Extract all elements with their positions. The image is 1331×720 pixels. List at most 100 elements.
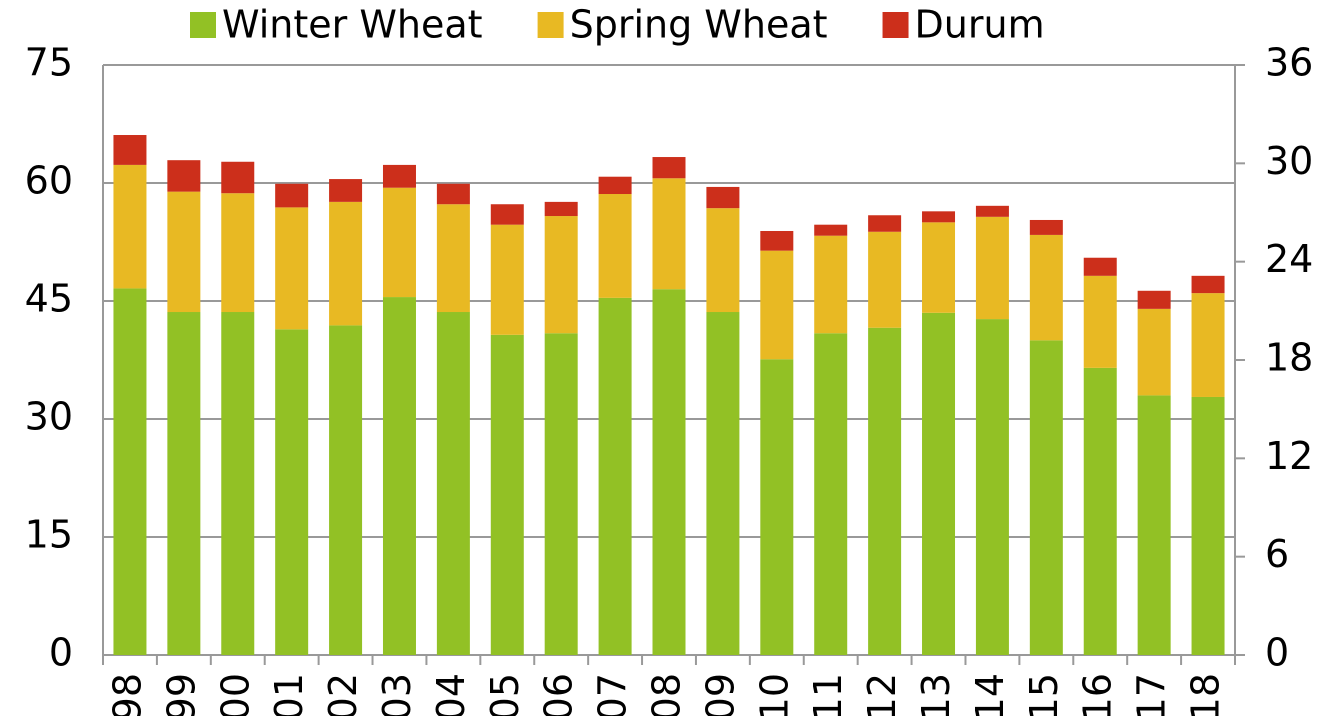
bar-segment: [544, 216, 578, 334]
bar-segment: [1137, 395, 1171, 655]
bar-segment: [1083, 367, 1117, 655]
bar-segment: [598, 297, 632, 655]
y2-tick-label: 0: [1265, 631, 1289, 675]
y2-tick-label: 36: [1265, 41, 1313, 85]
bar-segment: [329, 201, 363, 326]
y-tick-label: 30: [25, 395, 73, 439]
legend-swatch: [882, 12, 909, 38]
bar-segment: [436, 204, 470, 313]
y-tick-label: 0: [49, 631, 73, 675]
legend-label: Winter Wheat: [222, 3, 483, 47]
y2-tick-label: 12: [1265, 434, 1313, 478]
bar-segment: [382, 297, 416, 655]
legend: Winter Wheat Spring Wheat Durum: [190, 3, 1045, 47]
legend-swatch: [190, 12, 216, 38]
bar-segment: [706, 186, 740, 209]
bar-segment: [598, 176, 632, 195]
y-tick-label: 75: [25, 41, 73, 85]
legend-label: Durum: [915, 3, 1045, 47]
bar-segment: [652, 289, 686, 655]
x-tick-label: 00: [213, 673, 257, 716]
bar-segment: [167, 312, 201, 655]
x-tick-label: 06: [537, 673, 581, 716]
bar-segment: [652, 178, 686, 290]
bar-segment: [1029, 234, 1063, 341]
bar-segment: [221, 161, 255, 194]
bar-segment: [598, 194, 632, 298]
bar-segment: [1029, 219, 1063, 235]
bar-segment: [760, 250, 794, 360]
x-tick-label: 99: [159, 673, 203, 716]
y-tick-label: 60: [25, 159, 73, 203]
bar-segment: [275, 329, 309, 655]
y-tick-label: 45: [25, 277, 73, 321]
bar-segment: [436, 183, 470, 205]
bar-segment: [329, 325, 363, 655]
x-tick-label: 03: [375, 673, 419, 716]
bar-segment: [814, 224, 848, 236]
x-tick-label: 05: [483, 673, 527, 716]
legend-label: Spring Wheat: [570, 3, 828, 47]
x-tick-label: 11: [806, 673, 850, 716]
x-tick-label: 09: [698, 673, 742, 716]
bar-segment: [113, 164, 147, 289]
legend-swatch: [537, 12, 564, 38]
x-tick-label: 14: [968, 673, 1012, 716]
bar-segment: [113, 288, 147, 655]
x-tick-label: 08: [645, 673, 689, 716]
bar-segment: [1191, 293, 1225, 397]
x-tick-label: 16: [1076, 673, 1120, 716]
y2-tick-label: 18: [1265, 336, 1313, 380]
x-tick-label: 04: [429, 673, 473, 716]
x-tick-label: 98: [105, 673, 149, 716]
bar-segment: [1191, 275, 1225, 294]
bar-segment: [544, 333, 578, 655]
bar-segment: [275, 183, 309, 208]
bar-segment: [382, 164, 416, 188]
bar-segment: [490, 334, 524, 655]
bar-segment: [275, 207, 309, 330]
bar-segment: [382, 187, 416, 298]
bar-segment: [706, 208, 740, 313]
bar-segment: [975, 319, 1009, 655]
bar-segment: [436, 312, 470, 655]
bar-segment: [1191, 396, 1225, 655]
bar-segment: [113, 135, 147, 165]
bar-segment: [329, 179, 363, 202]
bar-segment: [868, 327, 902, 655]
y2-tick-label: 6: [1265, 532, 1289, 576]
x-tick-label: 18: [1184, 673, 1228, 716]
bar-segment: [490, 204, 524, 225]
bar-segment: [1083, 257, 1117, 276]
bar-segment: [1029, 340, 1063, 655]
x-tick-label: 02: [321, 673, 365, 716]
bar-segment: [706, 312, 740, 655]
bar-segment: [868, 215, 902, 232]
y2-tick-label: 24: [1265, 237, 1313, 281]
x-tick-label: 13: [914, 673, 958, 716]
bar-segment: [652, 157, 686, 179]
bar-segment: [975, 216, 1009, 320]
bar-segment: [1083, 275, 1117, 368]
bar-segment: [1137, 290, 1171, 309]
bar-segment: [221, 193, 255, 313]
bar-segment: [167, 160, 201, 192]
x-tick-label: 07: [591, 673, 635, 716]
x-tick-label: 15: [1022, 673, 1066, 716]
bar-segment: [975, 205, 1009, 217]
y-tick-label: 15: [25, 513, 73, 557]
bar-segment: [760, 359, 794, 655]
bar-segment: [167, 191, 201, 313]
bar-segment: [221, 312, 255, 655]
bar-segment: [544, 201, 578, 217]
bar-segment: [814, 235, 848, 334]
bar-segment: [814, 333, 848, 655]
x-tick-label: 12: [860, 673, 904, 716]
bar-segment: [490, 224, 524, 335]
bar-segment: [922, 222, 956, 313]
bar-segment: [922, 312, 956, 655]
y2-tick-label: 30: [1265, 139, 1313, 183]
bar-segment: [868, 231, 902, 328]
x-tick-label: 17: [1130, 673, 1174, 716]
